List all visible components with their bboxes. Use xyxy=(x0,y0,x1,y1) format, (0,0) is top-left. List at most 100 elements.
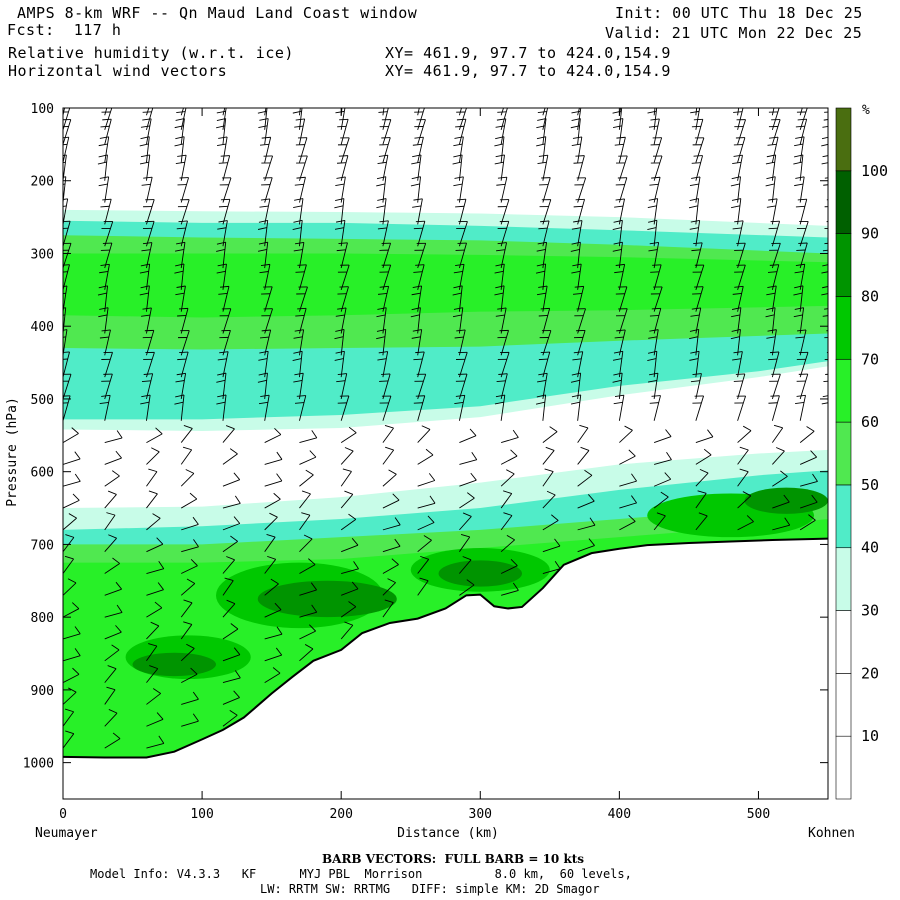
x-tick-label-300: 300 xyxy=(469,807,492,822)
wind-barb-shaft xyxy=(299,308,307,334)
wind-barb-flag xyxy=(157,582,164,590)
wind-barb xyxy=(177,351,189,378)
wind-barb-shaft xyxy=(737,373,746,400)
wind-barb xyxy=(538,307,551,334)
wind-barb-flag xyxy=(339,118,349,121)
wind-barb-flag xyxy=(699,468,709,474)
wind-barb-shaft xyxy=(264,459,283,465)
wind-barb xyxy=(769,242,781,269)
colorbar-label-30: 30 xyxy=(861,602,879,620)
wind-barb-flag xyxy=(257,248,267,252)
wind-barb-shaft xyxy=(458,352,468,378)
wind-barb-flag xyxy=(410,183,420,187)
wind-barb xyxy=(63,108,66,116)
wind-barb-flag xyxy=(259,205,269,208)
wind-barb-shaft xyxy=(264,583,279,596)
wind-barb-shaft xyxy=(299,264,307,290)
wind-barb-flag xyxy=(174,143,184,147)
wind-barb-shaft xyxy=(542,373,548,400)
wind-barb xyxy=(497,220,510,247)
wind-barb xyxy=(573,329,586,356)
wind-barb-flag xyxy=(275,647,283,656)
wind-barb-flag xyxy=(335,89,344,91)
wind-barb-shaft xyxy=(500,330,509,356)
wind-barb-flag xyxy=(765,183,775,187)
wind-barb-shaft xyxy=(180,394,185,421)
wind-barb xyxy=(794,263,806,290)
wind-barb-shaft xyxy=(382,108,385,116)
wind-barb-flag xyxy=(571,118,581,121)
wind-barb-flag xyxy=(494,143,504,147)
wind-barb-shaft xyxy=(264,373,268,399)
wind-barb xyxy=(577,108,580,116)
wind-barb xyxy=(146,735,165,749)
wind-barb xyxy=(577,538,595,553)
wind-barb-shaft xyxy=(737,329,741,356)
wind-barb xyxy=(459,556,472,574)
wind-barb-shaft xyxy=(458,329,466,356)
wind-barb-shaft xyxy=(181,698,199,705)
wind-barb xyxy=(731,198,742,225)
wind-barb-shaft xyxy=(653,118,660,145)
wind-barb xyxy=(293,372,304,400)
wind-barb xyxy=(732,154,743,181)
wind-barb-shaft xyxy=(459,516,472,531)
wind-barb-flag xyxy=(64,555,74,560)
wind-barb xyxy=(382,108,385,116)
wind-barb-flag xyxy=(107,490,117,495)
wind-barb-flag xyxy=(624,425,633,431)
wind-barb xyxy=(695,490,707,509)
wind-barb xyxy=(452,285,463,312)
wind-barb-shaft xyxy=(264,480,283,487)
wind-barb-flag xyxy=(766,154,776,158)
wind-barb xyxy=(296,286,308,312)
wind-barb-shaft xyxy=(63,633,81,640)
wind-barb xyxy=(410,307,421,334)
wind-barb-shaft xyxy=(146,568,164,574)
wind-barb xyxy=(181,667,198,684)
wind-barb-shaft xyxy=(104,689,116,705)
wind-barb-flag xyxy=(628,514,636,522)
wind-barb-shaft xyxy=(299,329,305,356)
wind-barb-flag xyxy=(305,469,314,476)
wind-barb-flag xyxy=(116,430,123,439)
wind-barb-flag xyxy=(351,581,359,590)
wind-barb xyxy=(334,220,346,247)
wind-barb-shaft xyxy=(827,244,828,247)
wind-barb-shaft xyxy=(695,373,702,400)
wind-barb-flag xyxy=(141,249,151,252)
wind-barb xyxy=(219,329,231,356)
wind-barb-flag xyxy=(336,176,346,179)
wind-barb-shaft xyxy=(799,430,815,443)
wind-barb xyxy=(650,286,663,312)
wind-barb xyxy=(734,242,746,269)
wind-barb xyxy=(141,176,153,203)
wind-barb xyxy=(771,424,784,443)
wind-barb-shaft xyxy=(222,394,227,421)
wind-barb-flag xyxy=(183,599,193,604)
wind-barb-flag xyxy=(260,263,270,266)
wind-barb-shaft xyxy=(827,177,828,181)
wind-barb xyxy=(63,220,71,247)
wind-barb-flag xyxy=(63,183,66,185)
wind-barb-flag xyxy=(650,118,660,121)
wind-barb-shaft xyxy=(417,454,434,465)
wind-barb xyxy=(146,468,158,487)
wind-barb xyxy=(180,425,193,443)
wind-barb xyxy=(612,118,624,145)
wind-barb xyxy=(650,264,662,290)
wind-barb-flag xyxy=(589,517,596,526)
y-axis-label: Pressure (hPa) xyxy=(5,397,20,507)
wind-barb xyxy=(257,241,269,269)
wind-barb-flag xyxy=(98,183,108,187)
wind-barb-shaft xyxy=(222,136,228,163)
wind-barb xyxy=(653,108,656,116)
wind-barb xyxy=(737,491,752,509)
wind-barb xyxy=(176,108,187,130)
wind-barb-shaft xyxy=(222,559,235,574)
wind-barb xyxy=(766,329,777,356)
wind-barb xyxy=(793,285,804,312)
wind-barb-shaft xyxy=(619,480,637,487)
wind-barb xyxy=(104,581,122,596)
wind-barb-shaft xyxy=(458,108,462,116)
